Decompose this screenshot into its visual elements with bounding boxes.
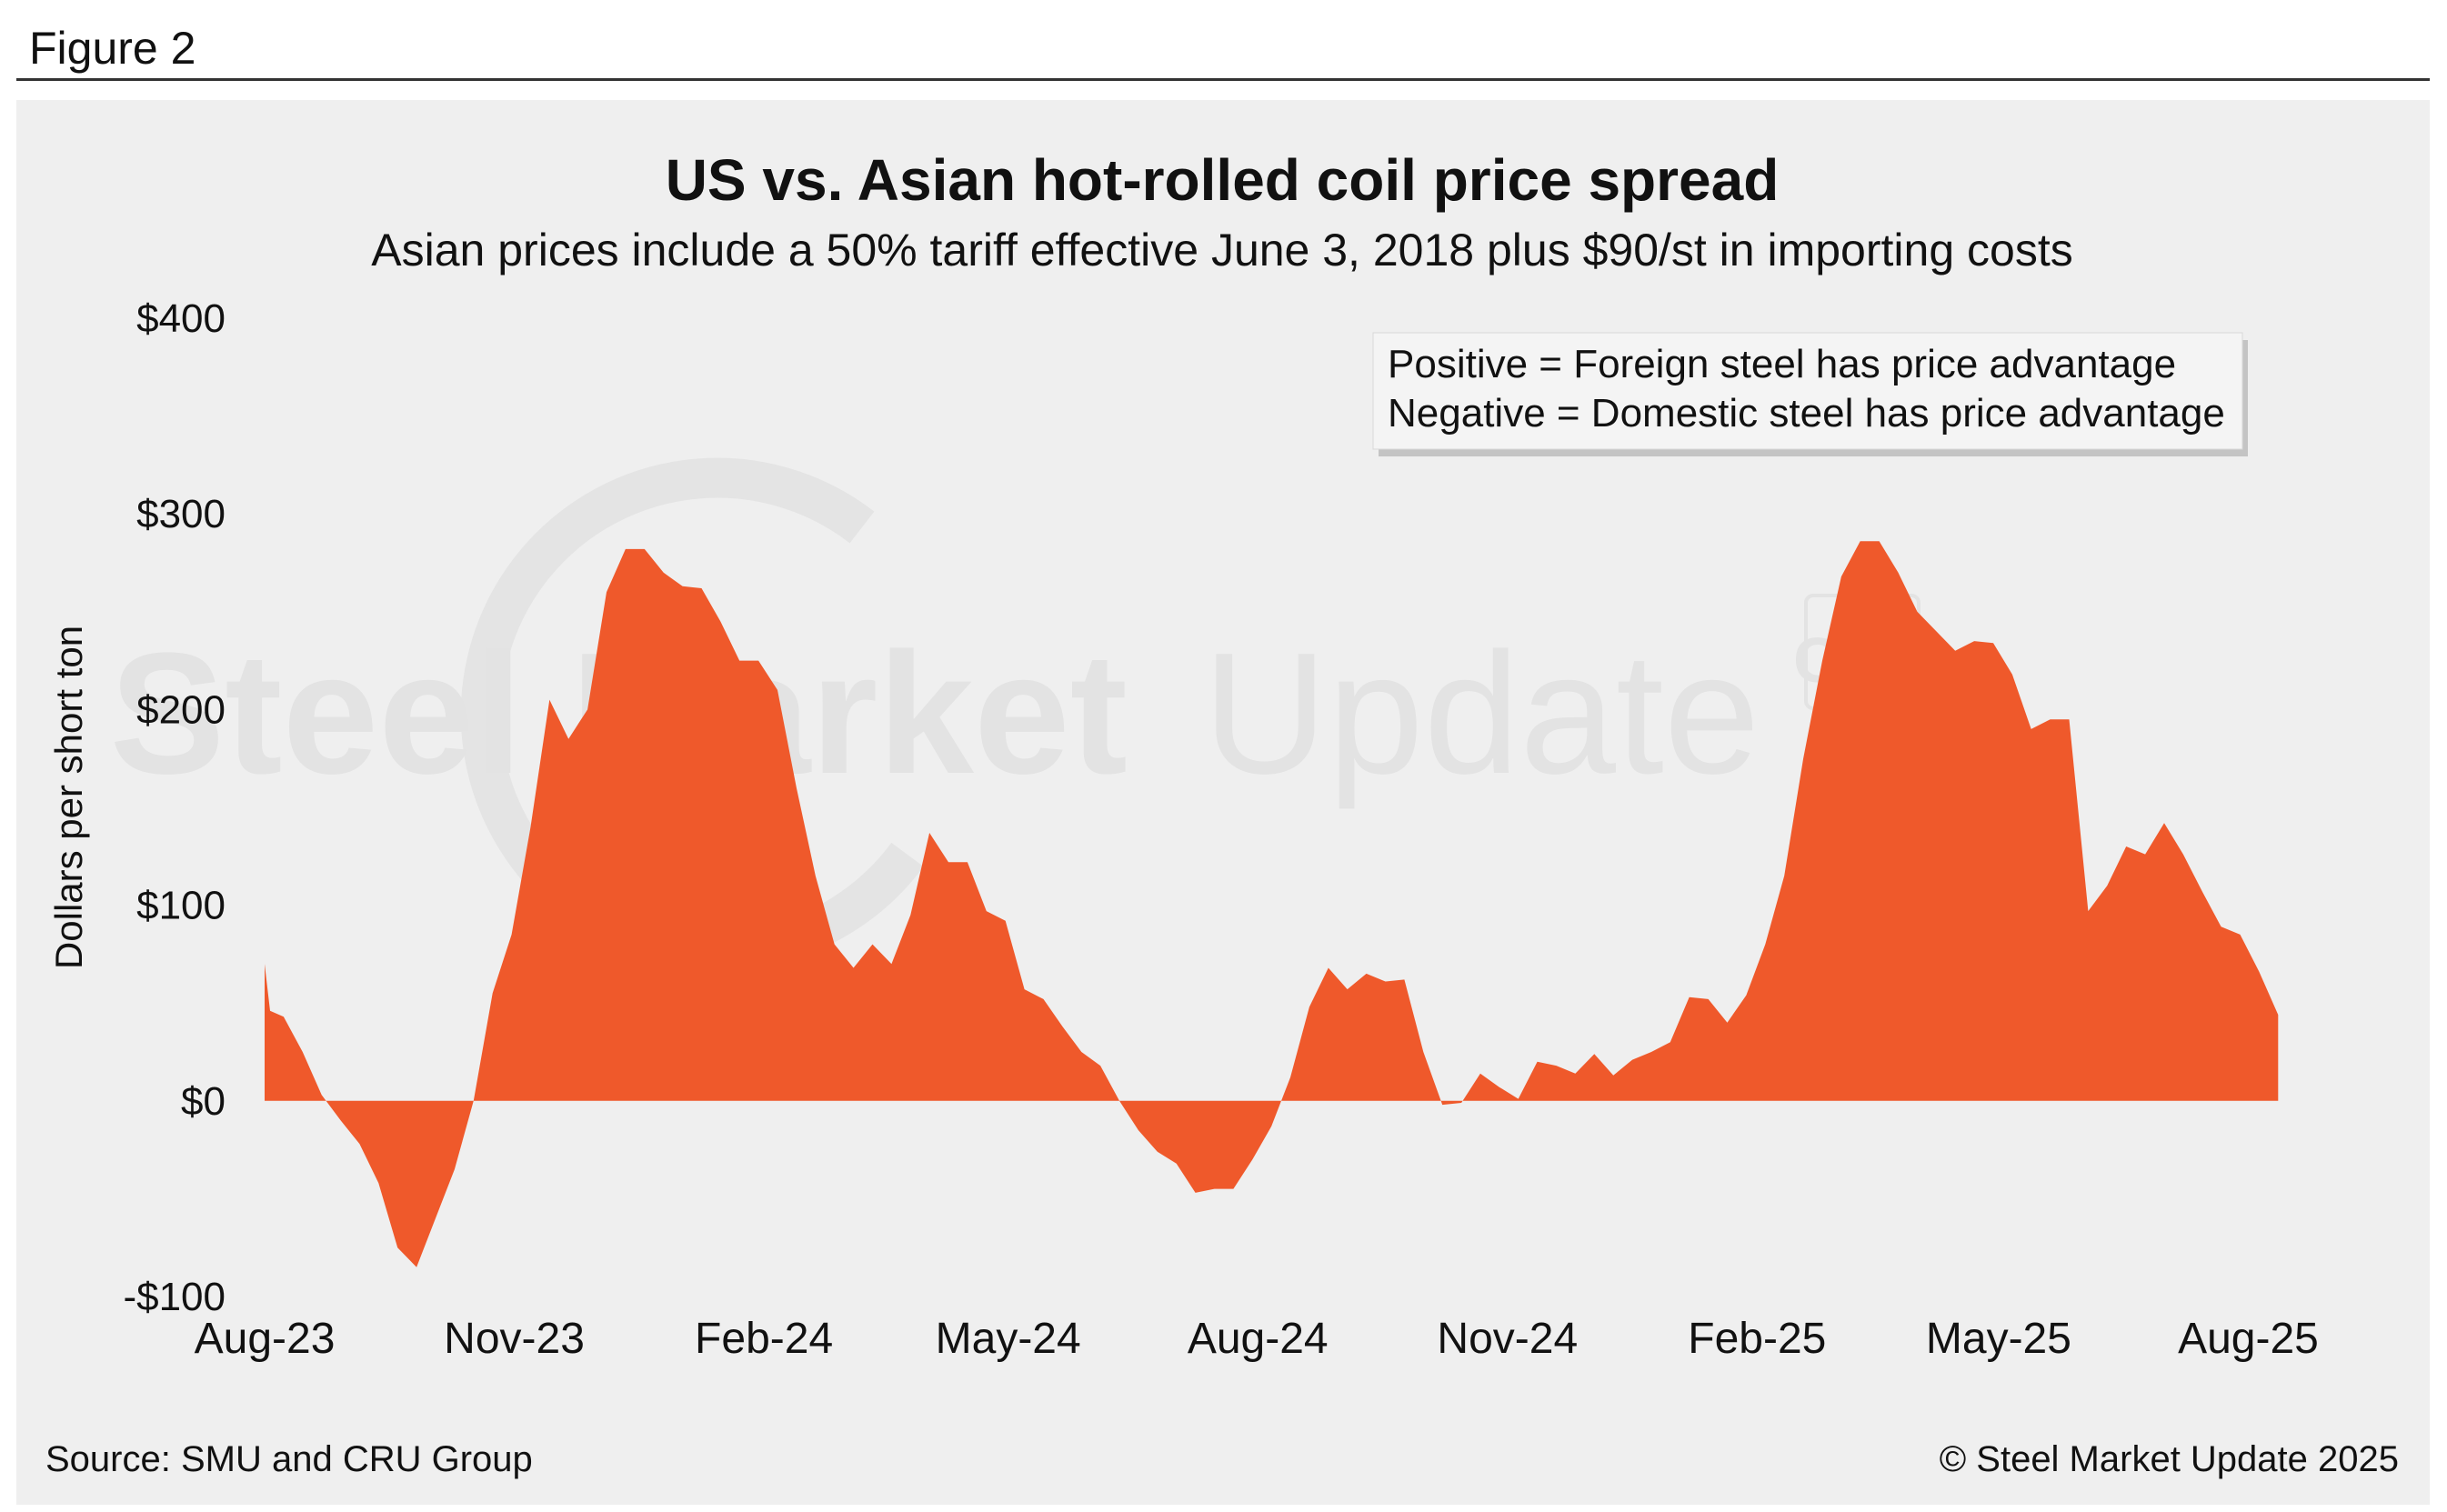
y-tick-label: $0: [181, 1079, 226, 1124]
figure-divider: [16, 78, 2430, 81]
x-tick-label: May-25: [1926, 1315, 2071, 1363]
x-tick-label: Aug-25: [2178, 1315, 2319, 1363]
x-tick-label: Feb-25: [1688, 1315, 1826, 1363]
figure-label: Figure 2: [29, 23, 196, 74]
annotation-background: [1372, 332, 2243, 450]
annotation-line-negative: Negative = Domestic steel has price adva…: [1388, 391, 2225, 436]
y-tick-label: $400: [136, 296, 226, 341]
chart-title: US vs. Asian hot-rolled coil price sprea…: [666, 147, 1780, 213]
y-tick-label: -$100: [123, 1275, 226, 1319]
area-series: [265, 541, 2279, 1267]
y-axis-label: Dollars per short ton: [47, 626, 90, 969]
chart-subtitle: Asian prices include a 50% tariff effect…: [371, 225, 2072, 275]
x-tick-label: Aug-24: [1188, 1315, 1329, 1363]
y-tick-labels: -$100 $0 $100 $200 $300 $400: [123, 296, 226, 1319]
annotation-line-positive: Positive = Foreign steel has price advan…: [1388, 342, 2176, 386]
chart-panel: Steel Market Update CRU US vs. Asian hot…: [16, 100, 2430, 1505]
source-note: Source: SMU and CRU Group: [45, 1439, 533, 1479]
x-tick-label: Nov-23: [444, 1315, 585, 1363]
watermark: Steel Market Update CRU: [110, 457, 1931, 971]
svg-text:Steel Market Update: Steel Market Update: [110, 617, 1760, 810]
x-tick-label: Feb-24: [695, 1315, 833, 1363]
x-tick-labels: Aug-23 Nov-23 Feb-24 May-24 Aug-24 Nov-24 Feb-…: [195, 1315, 2319, 1363]
y-tick-label: $200: [136, 687, 226, 732]
annotation-box: Positive = Foreign steel has price advan…: [1372, 332, 2248, 456]
y-tick-label: $100: [136, 884, 226, 928]
copyright-note: © Steel Market Update 2025: [1940, 1439, 2399, 1479]
y-tick-label: $300: [136, 492, 226, 536]
x-tick-label: May-24: [936, 1315, 1081, 1363]
chart-svg: Steel Market Update CRU US vs. Asian hot…: [45, 147, 2399, 1479]
x-tick-label: Aug-23: [195, 1315, 336, 1363]
watermark-brand-light: Update: [1203, 617, 1760, 810]
x-tick-label: Nov-24: [1437, 1315, 1578, 1363]
area-fill: [265, 541, 2279, 1267]
